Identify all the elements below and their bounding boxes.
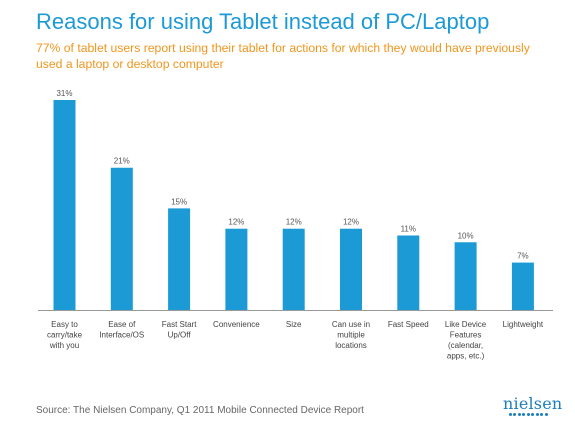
bar-value-label: 21% <box>114 157 130 166</box>
value-labels-group: 31% 21% 15% 12% 12% 12% 11% 10% 7% <box>56 89 528 261</box>
category-label: Fast Start Up/Off <box>162 320 197 340</box>
bar-value-label: 15% <box>171 197 187 206</box>
category-label: Lightweight <box>503 320 544 329</box>
category-label: Convenience <box>213 320 260 329</box>
bars-group <box>53 100 534 310</box>
logo-text: nielsen <box>503 394 563 413</box>
nielsen-logo: nielsen <box>503 394 563 416</box>
bar <box>511 262 534 310</box>
bar-value-label: 12% <box>228 218 244 227</box>
bar <box>282 228 305 310</box>
bar-value-label: 31% <box>56 89 72 98</box>
logo-dots <box>503 413 553 416</box>
bar <box>454 242 477 310</box>
bar-value-label: 11% <box>401 224 416 233</box>
source-note: Source: The Nielsen Company, Q1 2011 Mob… <box>36 405 364 416</box>
bar <box>53 100 76 310</box>
bar-value-label: 10% <box>458 231 474 240</box>
category-label: Easy to carry/take with you <box>47 320 83 350</box>
bar-value-label: 7% <box>517 252 529 261</box>
bar <box>340 228 362 310</box>
bar <box>110 167 133 310</box>
category-label: Size <box>286 320 302 329</box>
bar <box>225 228 248 310</box>
category-label: Like Device Features (calendar, apps, etc.) <box>445 320 487 361</box>
bar <box>397 235 420 310</box>
bar-value-label: 12% <box>343 218 359 227</box>
category-label: Fast Speed <box>388 320 429 329</box>
category-labels-group: Easy to carry/take with you Ease of Interfac… <box>47 320 544 361</box>
chart-title: Reasons for using Tablet instead of PC/L… <box>36 9 490 34</box>
chart-subtitle: 77% of tablet users report using their t… <box>36 41 530 71</box>
bar <box>168 208 191 310</box>
bar-value-label: 12% <box>286 218 302 227</box>
category-label: Ease of Interface/OS <box>99 320 144 340</box>
category-label: Can use in multiple locations <box>332 320 370 350</box>
